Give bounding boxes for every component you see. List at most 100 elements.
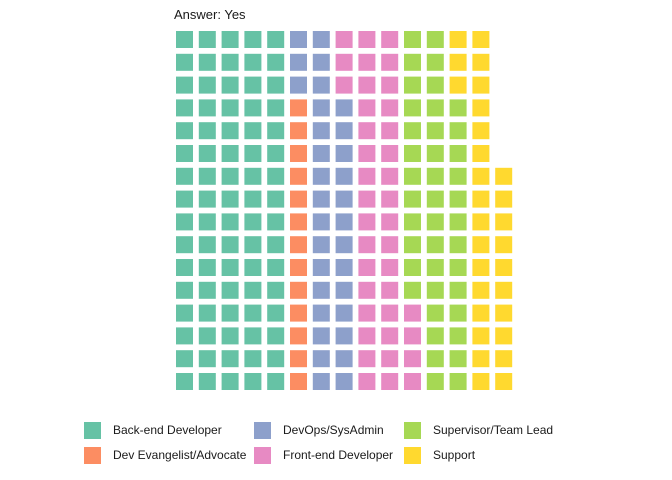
waffle-cell bbox=[221, 350, 239, 368]
legend-swatch bbox=[254, 446, 271, 464]
waffle-cell bbox=[449, 304, 467, 322]
waffle-cell bbox=[244, 350, 262, 368]
waffle-cell bbox=[472, 53, 490, 71]
waffle-cell bbox=[426, 122, 444, 140]
waffle-cell bbox=[358, 373, 376, 390]
waffle-cell bbox=[267, 350, 285, 368]
waffle-cell bbox=[449, 213, 467, 231]
waffle-cell bbox=[335, 373, 353, 390]
waffle-cell bbox=[176, 327, 193, 345]
waffle-cell bbox=[176, 281, 193, 299]
waffle-cell bbox=[176, 213, 193, 231]
waffle-cell bbox=[495, 190, 513, 208]
waffle-cell bbox=[198, 327, 216, 345]
waffle-cell bbox=[176, 76, 193, 94]
waffle-cell bbox=[472, 99, 490, 117]
waffle-cell bbox=[358, 53, 376, 71]
waffle-cell bbox=[244, 31, 262, 48]
waffle-cell bbox=[198, 236, 216, 254]
waffle-cell bbox=[358, 304, 376, 322]
waffle-cell bbox=[312, 122, 330, 140]
waffle-cell bbox=[495, 327, 513, 345]
waffle-cell bbox=[426, 236, 444, 254]
waffle-cell bbox=[404, 281, 421, 299]
waffle-cell bbox=[312, 373, 330, 390]
waffle-cell bbox=[290, 327, 307, 345]
waffle-cell bbox=[404, 99, 421, 117]
waffle-cell bbox=[404, 213, 421, 231]
waffle-cell bbox=[472, 281, 490, 299]
waffle-cell bbox=[198, 213, 216, 231]
waffle-cell bbox=[404, 53, 421, 71]
waffle-cell bbox=[404, 327, 421, 345]
waffle-cell bbox=[335, 99, 353, 117]
waffle-cell bbox=[381, 145, 399, 162]
waffle-cell bbox=[267, 259, 285, 276]
waffle-cell bbox=[244, 145, 262, 162]
waffle-cell bbox=[495, 213, 513, 231]
waffle-cell bbox=[381, 350, 399, 368]
waffle-cell bbox=[221, 281, 239, 299]
legend-label: DevOps/SysAdmin bbox=[283, 423, 384, 437]
waffle-cell bbox=[358, 31, 376, 48]
waffle-cell bbox=[426, 213, 444, 231]
waffle-cell bbox=[381, 259, 399, 276]
waffle-cell bbox=[381, 122, 399, 140]
waffle-cell bbox=[449, 236, 467, 254]
waffle-cell bbox=[426, 76, 444, 94]
waffle-cell bbox=[449, 31, 467, 48]
waffle-cell bbox=[290, 304, 307, 322]
waffle-cell bbox=[221, 236, 239, 254]
waffle-cell bbox=[312, 350, 330, 368]
waffle-cell bbox=[221, 304, 239, 322]
waffle-cell bbox=[426, 145, 444, 162]
waffle-cell bbox=[312, 236, 330, 254]
waffle-cell bbox=[312, 76, 330, 94]
waffle-cell bbox=[404, 190, 421, 208]
waffle-cell bbox=[290, 31, 307, 48]
waffle-cell bbox=[290, 76, 307, 94]
waffle-cell bbox=[267, 190, 285, 208]
legend-swatch bbox=[404, 421, 421, 439]
waffle-cell bbox=[198, 259, 216, 276]
waffle-cell bbox=[381, 327, 399, 345]
waffle-cell bbox=[221, 53, 239, 71]
waffle-cell bbox=[244, 213, 262, 231]
legend-swatch bbox=[254, 421, 271, 439]
waffle-cell bbox=[449, 122, 467, 140]
waffle-cell bbox=[335, 350, 353, 368]
legend-swatch bbox=[84, 446, 101, 464]
waffle-cell bbox=[244, 327, 262, 345]
waffle-cell bbox=[449, 350, 467, 368]
waffle-cell bbox=[404, 350, 421, 368]
waffle-cell bbox=[198, 167, 216, 185]
legend-label: Support bbox=[433, 448, 476, 462]
waffle-cell bbox=[244, 76, 262, 94]
waffle-cell bbox=[290, 99, 307, 117]
waffle-cell bbox=[267, 167, 285, 185]
waffle-cell bbox=[335, 236, 353, 254]
waffle-cell bbox=[472, 122, 490, 140]
waffle-cell bbox=[426, 190, 444, 208]
waffle-cell bbox=[381, 236, 399, 254]
waffle-cell bbox=[335, 327, 353, 345]
waffle-cell bbox=[244, 190, 262, 208]
waffle-cell bbox=[198, 350, 216, 368]
waffle-cell bbox=[267, 327, 285, 345]
waffle-cell bbox=[312, 213, 330, 231]
waffle-cell bbox=[198, 53, 216, 71]
waffle-cell bbox=[176, 259, 193, 276]
waffle-cell bbox=[335, 31, 353, 48]
waffle-cell bbox=[495, 281, 513, 299]
waffle-cell bbox=[449, 373, 467, 390]
waffle-cell bbox=[426, 167, 444, 185]
waffle-cell bbox=[198, 373, 216, 390]
waffle-cell bbox=[472, 304, 490, 322]
waffle-cell bbox=[358, 190, 376, 208]
waffle-cell bbox=[472, 213, 490, 231]
waffle-cell bbox=[312, 327, 330, 345]
waffle-cell bbox=[381, 53, 399, 71]
waffle-cell bbox=[267, 145, 285, 162]
waffle-cell bbox=[449, 76, 467, 94]
waffle-cell bbox=[381, 304, 399, 322]
